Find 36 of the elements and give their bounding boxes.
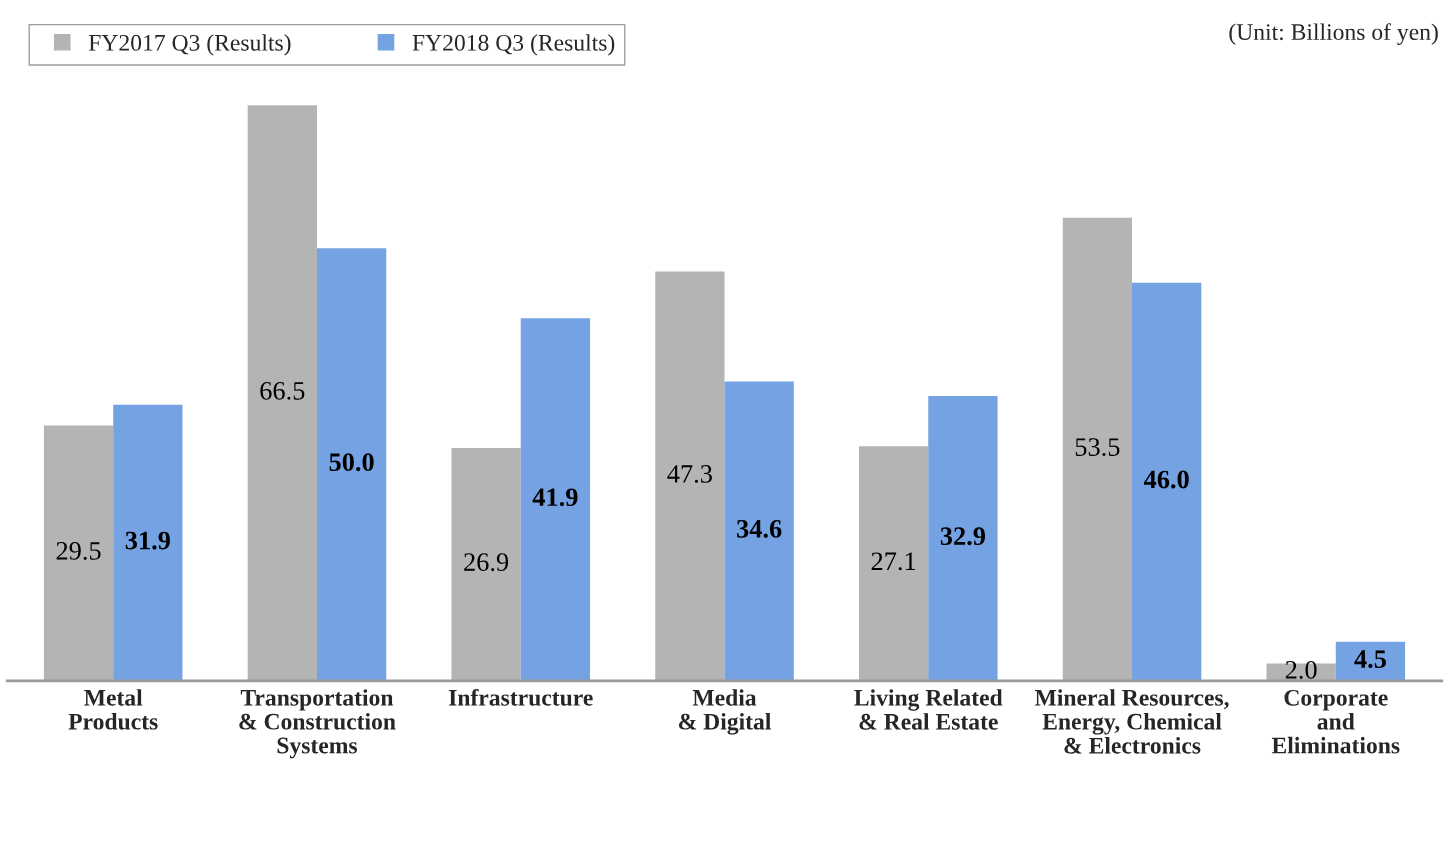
text: (Unit: Billions of yen) — [1229, 23, 1438, 45]
x-tick-label: Living Related & Real Estate — [854, 689, 1003, 730]
x-tick-label: Metal Products — [68, 689, 158, 730]
data-label: 53.5 — [1075, 438, 1120, 457]
data-label: 50.0 — [329, 453, 374, 472]
x-tick-label: Mineral Resources, Energy, Chemical & Electronics — [1034, 689, 1229, 754]
data-label: 41.9 — [532, 488, 578, 507]
bar — [520, 318, 591, 681]
bar — [316, 248, 387, 681]
x-tick-label: Media & Digital — [678, 689, 771, 735]
x-tick-label: Infrastructure — [448, 688, 593, 706]
data-label: 27.1 — [871, 552, 916, 571]
x-tick-label: Transportation & Construction Systems — [239, 689, 396, 759]
data-label: 47.3 — [667, 465, 712, 483]
bar — [1062, 217, 1133, 681]
x-tick-label: Corporate and Eliminations — [1271, 689, 1400, 754]
data-label: 2.0 — [1285, 660, 1317, 679]
data-label: 34.6 — [737, 519, 782, 538]
bar — [655, 271, 725, 681]
bar — [43, 425, 114, 681]
data-label: 46.0 — [1143, 470, 1189, 489]
bar — [1132, 282, 1202, 681]
bar — [247, 105, 317, 681]
bar — [113, 404, 183, 681]
legend-label: FY2018 Q3 (Results) — [412, 34, 615, 56]
bar — [724, 381, 794, 681]
data-label: 66.5 — [260, 381, 305, 400]
bar — [858, 446, 929, 681]
data-label: 29.5 — [56, 542, 101, 560]
legend-label: FY2017 Q3 (Results) — [88, 34, 291, 56]
bar — [928, 396, 998, 681]
data-label: 26.9 — [464, 553, 509, 572]
data-label: 32.9 — [940, 527, 986, 546]
bar — [451, 448, 521, 681]
data-label: 4.5 — [1354, 650, 1386, 669]
data-label: 31.9 — [125, 531, 170, 550]
